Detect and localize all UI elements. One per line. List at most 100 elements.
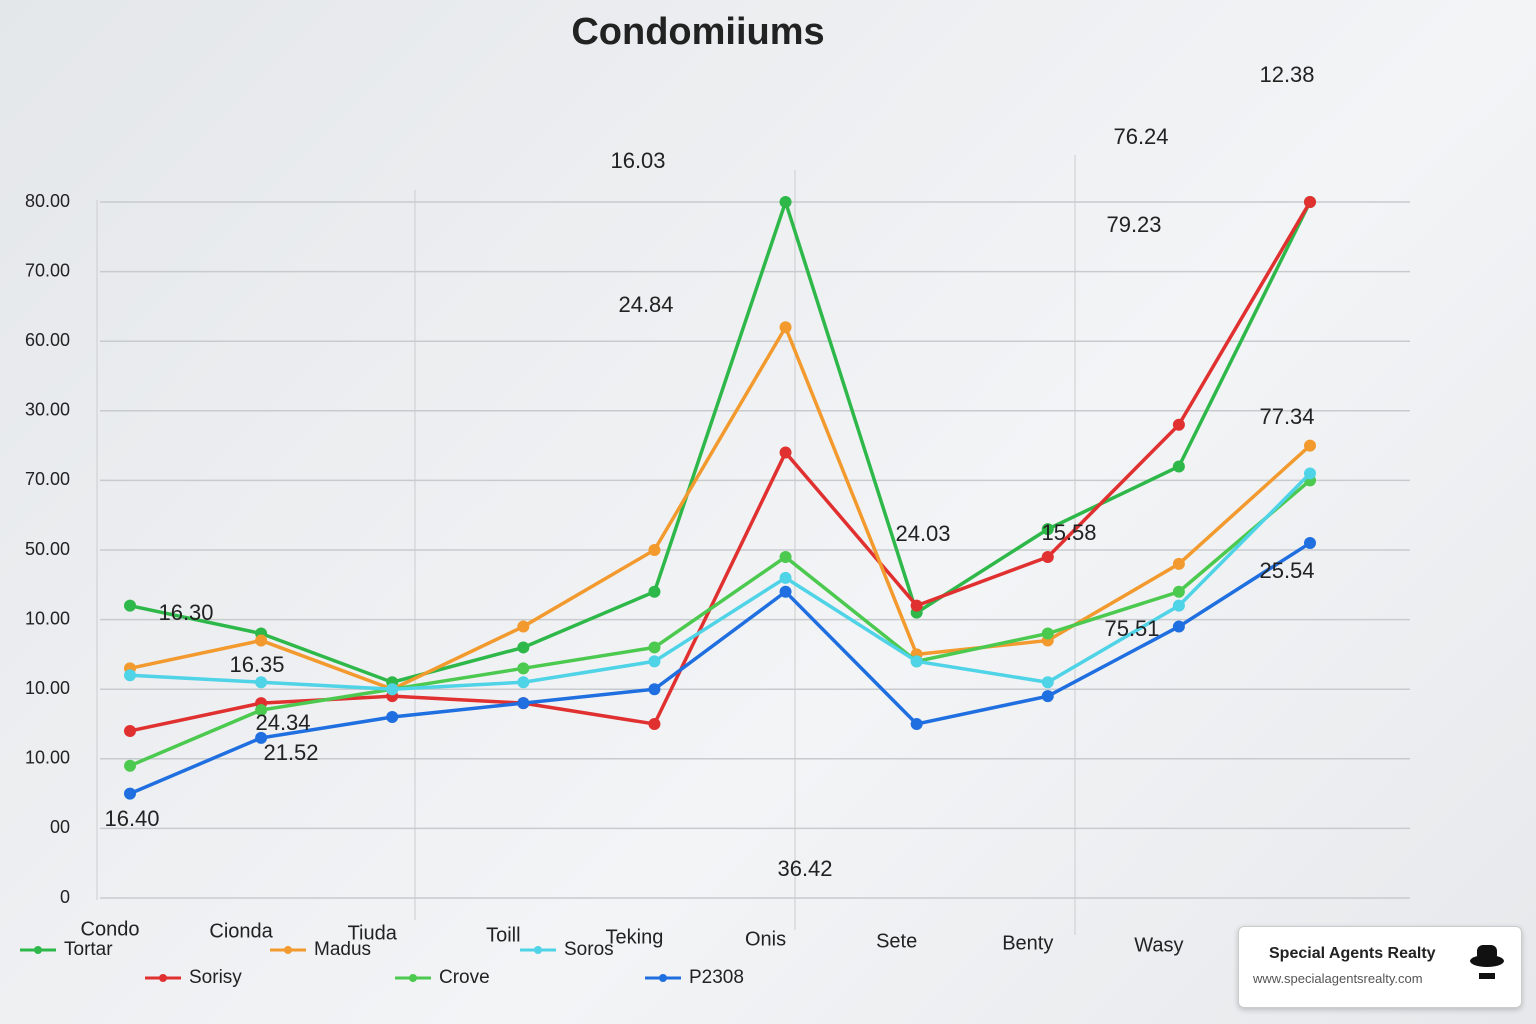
annotation: 24.34 bbox=[255, 710, 310, 735]
legend-dot bbox=[284, 946, 292, 954]
point bbox=[1172, 460, 1185, 473]
point bbox=[1172, 620, 1185, 633]
point bbox=[124, 724, 136, 737]
point bbox=[779, 585, 792, 598]
x-tick-label: Wasy bbox=[1134, 934, 1183, 956]
point bbox=[255, 676, 268, 689]
watermark: Special Agents Realty www.specialagentsr… bbox=[1238, 926, 1522, 1008]
point bbox=[1304, 439, 1316, 452]
series-line bbox=[129, 541, 1311, 796]
x-tick-label: Onis bbox=[745, 928, 786, 950]
legend-label: Crove bbox=[439, 967, 490, 988]
point bbox=[648, 544, 661, 556]
point bbox=[517, 620, 530, 633]
x-tick-label: Condo bbox=[81, 918, 140, 940]
point bbox=[1304, 196, 1316, 208]
point bbox=[124, 669, 136, 682]
legend-dot bbox=[159, 974, 167, 982]
point bbox=[1041, 676, 1054, 689]
x-tick-label: Cionda bbox=[209, 920, 273, 942]
logo bbox=[1470, 945, 1504, 979]
y-tick-label: 30.00 bbox=[25, 400, 70, 420]
point bbox=[910, 655, 923, 668]
point bbox=[517, 676, 530, 689]
y-tick-label: 70.00 bbox=[25, 469, 70, 489]
point bbox=[386, 711, 399, 724]
point bbox=[779, 196, 792, 208]
y-tick-label: 00 bbox=[50, 817, 70, 837]
point bbox=[1304, 537, 1316, 550]
series-line bbox=[129, 323, 1312, 692]
series-line bbox=[129, 472, 1312, 691]
point bbox=[1172, 418, 1185, 431]
annotation: 24.03 bbox=[895, 521, 950, 546]
series-line bbox=[129, 196, 1312, 685]
point bbox=[1041, 523, 1054, 536]
point bbox=[124, 759, 136, 772]
point bbox=[648, 683, 661, 696]
y-tick-label: 70.00 bbox=[25, 260, 70, 280]
x-tick-label: Teking bbox=[606, 926, 664, 948]
chart-title: Condomiiums bbox=[571, 11, 824, 53]
legend-dot bbox=[534, 946, 542, 954]
point bbox=[910, 599, 923, 612]
point bbox=[779, 550, 792, 563]
annotation: 12.38 bbox=[1259, 62, 1314, 87]
x-tick-label: Toill bbox=[486, 924, 520, 946]
point bbox=[255, 634, 268, 647]
legend-label: P2308 bbox=[689, 967, 744, 988]
y-tick-label: 10.00 bbox=[25, 748, 70, 768]
point bbox=[1304, 467, 1316, 480]
point bbox=[779, 446, 792, 459]
point bbox=[1172, 557, 1185, 570]
point bbox=[517, 662, 530, 675]
point bbox=[1041, 627, 1054, 640]
point bbox=[779, 571, 792, 584]
point bbox=[124, 599, 136, 612]
annotation: 16.40 bbox=[104, 806, 159, 831]
point bbox=[648, 585, 661, 598]
legend-dot bbox=[409, 974, 417, 982]
y-tick-label: 80.00 bbox=[25, 191, 70, 211]
series-line bbox=[129, 479, 1312, 768]
point bbox=[124, 787, 136, 800]
y-tick-label: 50.00 bbox=[25, 539, 70, 559]
watermark-url: www.specialagentsrealty.com bbox=[1253, 971, 1423, 986]
point bbox=[648, 641, 661, 654]
point bbox=[779, 321, 792, 334]
annotation: 16.35 bbox=[229, 652, 284, 677]
annotation: 16.30 bbox=[158, 600, 213, 625]
annotation: 79.23 bbox=[1106, 212, 1161, 237]
point bbox=[1172, 599, 1185, 612]
x-tick-label: Tiuda bbox=[348, 922, 398, 944]
annotation: 16.03 bbox=[610, 148, 665, 173]
legend-label: Madus bbox=[314, 939, 371, 960]
point bbox=[255, 731, 268, 744]
x-tick-label: Benty bbox=[1002, 932, 1053, 954]
point bbox=[648, 718, 661, 730]
legend-label: Tortar bbox=[64, 939, 113, 960]
x-tick-label: Sete bbox=[876, 930, 917, 952]
annotation: 25.54 bbox=[1259, 558, 1314, 583]
point bbox=[517, 697, 530, 710]
annotation: 75.51 bbox=[1104, 616, 1159, 641]
annotation: 21.52 bbox=[263, 740, 318, 765]
annotation: 15.58 bbox=[1041, 520, 1096, 545]
annotation: 76.24 bbox=[1113, 124, 1168, 149]
y-tick-label: 10.00 bbox=[25, 678, 70, 698]
point bbox=[386, 683, 399, 696]
point bbox=[255, 704, 268, 717]
y-tick-label: 0 bbox=[60, 887, 70, 907]
point bbox=[1041, 550, 1054, 563]
annotation: 24.84 bbox=[618, 292, 673, 317]
annotation: 77.34 bbox=[1259, 404, 1314, 429]
legend-label: Soros bbox=[564, 939, 614, 960]
legend-label: Sorisy bbox=[189, 967, 242, 988]
legend-dot bbox=[659, 974, 667, 982]
y-tick-label: 60.00 bbox=[25, 330, 70, 350]
point bbox=[517, 641, 530, 654]
y-tick-label: 10.00 bbox=[25, 608, 70, 628]
watermark-title: Special Agents Realty bbox=[1269, 945, 1436, 962]
